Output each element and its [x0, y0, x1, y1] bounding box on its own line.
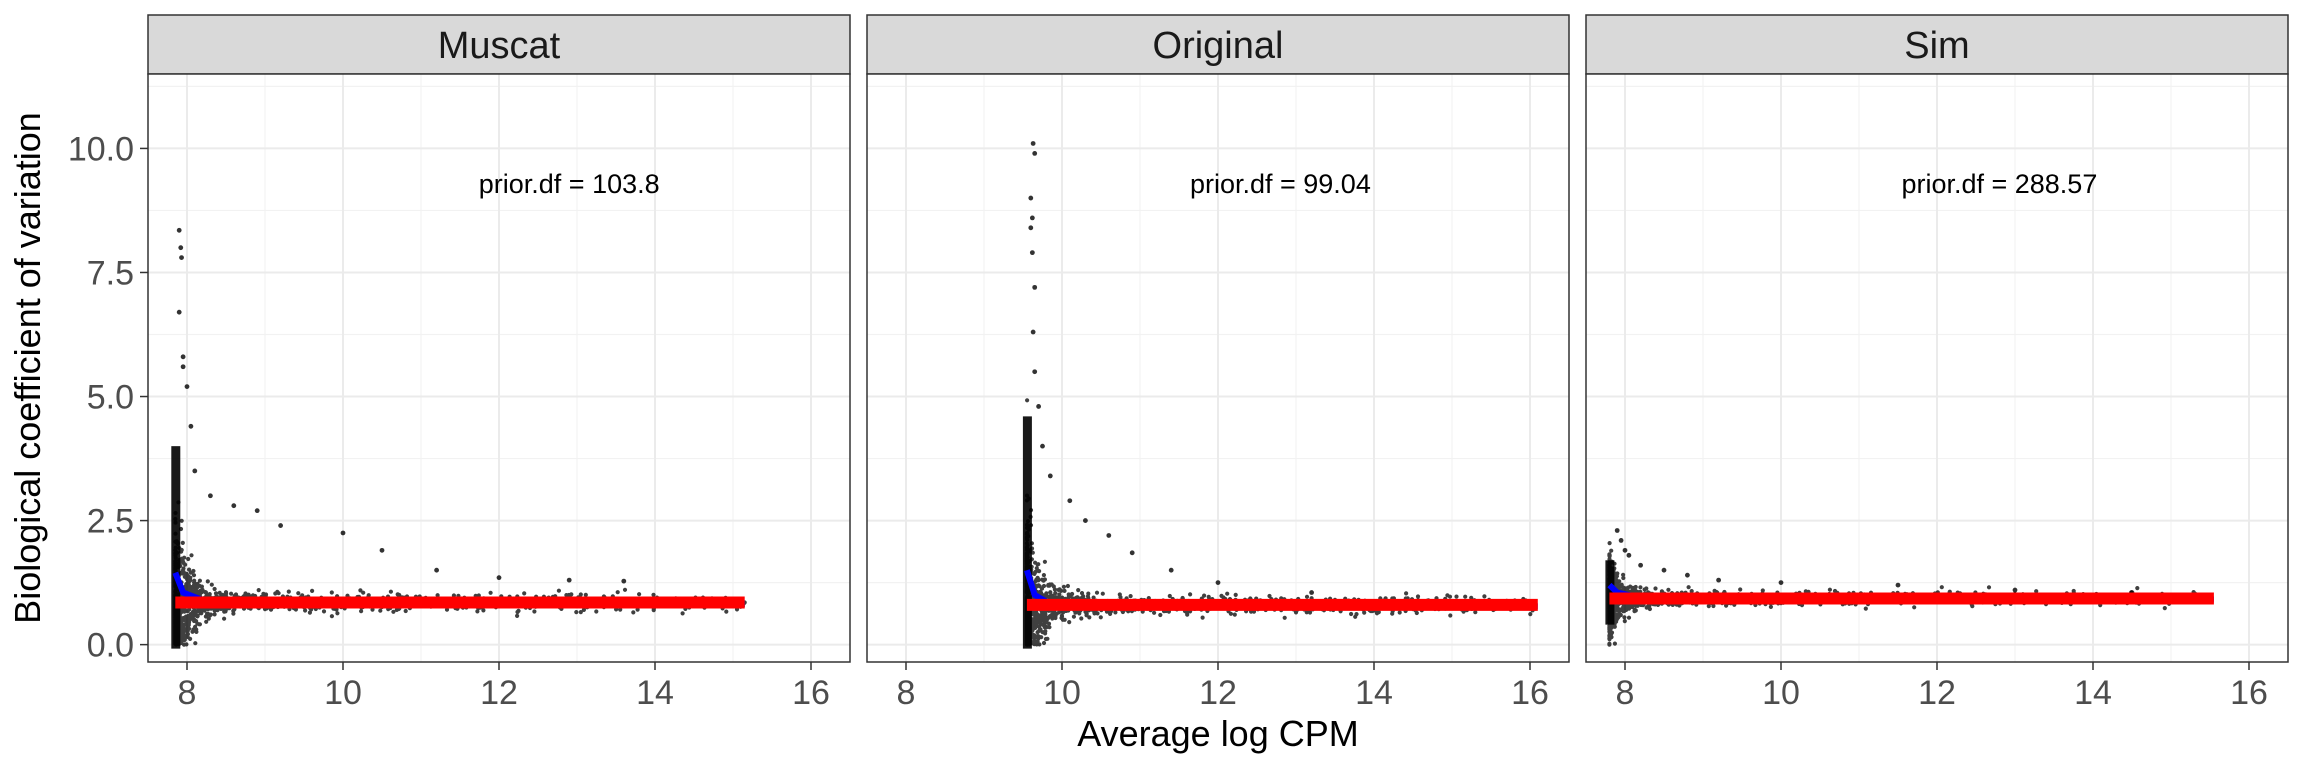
outlier-point: [1028, 225, 1034, 231]
outlier-point: [621, 578, 627, 584]
outlier-point: [1030, 141, 1036, 146]
panel-sim: Sim prior.df = 288.57 8 10 12 14 16: [1585, 14, 2289, 712]
panel-original: Original prior.df = 99.04 8 10 12 14 16: [866, 14, 1570, 712]
outlier-point: [1626, 552, 1632, 558]
outlier-point: [340, 530, 346, 536]
outlier-point: [180, 364, 186, 370]
outlier-point: [1716, 577, 1721, 583]
x-tick-label: 16: [2230, 674, 2268, 712]
prior-df-annotation: prior.df = 288.57: [1901, 169, 2097, 199]
outlier-point: [176, 309, 182, 315]
x-tick-label: 12: [1199, 674, 1237, 712]
outlier-point: [1030, 329, 1036, 335]
x-tick-label: 8: [1616, 674, 1635, 712]
x-tick-label: 16: [792, 674, 830, 712]
outlier-point: [2012, 587, 2018, 593]
y-axis-title: Biological coefficient of variation: [7, 112, 48, 624]
x-tick-label: 12: [1918, 674, 1956, 712]
outlier-point: [188, 423, 194, 429]
facet-strip-label: Sim: [1904, 25, 1969, 67]
y-tick-label: 0.0: [87, 627, 134, 665]
outlier-point: [176, 227, 182, 233]
outlier-point: [1029, 250, 1035, 256]
outlier-point: [278, 523, 283, 528]
outlier-point: [1215, 580, 1221, 586]
facet-panels: Muscat prior.df = 103.8 8 10 12 14 16 0.0 2.5 5.0…: [68, 14, 2289, 712]
outlier-point: [1032, 369, 1038, 375]
x-axis-title: Average log CPM: [1077, 713, 1358, 754]
outlier-point: [1029, 215, 1035, 221]
x-tick-label: 12: [480, 674, 518, 712]
outlier-point: [1618, 538, 1624, 543]
outlier-point: [1622, 547, 1628, 553]
y-tick-label: 2.5: [87, 503, 134, 541]
outlier-point: [1028, 195, 1034, 201]
y-tick-label: 5.0: [87, 379, 134, 417]
x-tick-label: 10: [1762, 674, 1800, 712]
facet-strip: [1585, 14, 2289, 75]
outlier-point: [1778, 580, 1784, 586]
x-tick-label: 14: [636, 674, 674, 712]
outlier-point: [192, 468, 198, 474]
facet-strip: [147, 14, 851, 75]
x-tick-label: 14: [2074, 674, 2112, 712]
outlier-point: [1129, 550, 1135, 556]
dense-point-column: [171, 446, 181, 649]
y-tick-label: 10.0: [68, 130, 134, 168]
outlier-point: [1309, 590, 1314, 595]
outlier-point: [1168, 567, 1174, 573]
x-tick-label: 10: [1043, 674, 1081, 712]
outlier-point: [254, 508, 260, 514]
dense-point-column: [1605, 560, 1615, 625]
outlier-point: [566, 577, 572, 583]
outlier-point: [1685, 572, 1690, 578]
outlier-point: [1106, 533, 1112, 538]
x-tick-label: 14: [1355, 674, 1393, 712]
outlier-point: [179, 255, 184, 260]
x-tick-label: 8: [897, 674, 916, 712]
dense-point-column: [1022, 416, 1032, 649]
panel-muscat: Muscat prior.df = 103.8 8 10 12 14 16 0.0 2.5 5.0…: [68, 14, 851, 712]
outlier-point: [1032, 284, 1038, 290]
outlier-point: [1638, 562, 1643, 568]
outlier-point: [231, 503, 237, 509]
outlier-point: [180, 354, 186, 360]
prior-df-annotation: prior.df = 103.8: [479, 169, 660, 199]
prior-df-annotation: prior.df = 99.04: [1190, 169, 1371, 199]
outlier-point: [1614, 528, 1620, 533]
outlier-point: [1047, 473, 1053, 479]
outlier-point: [379, 547, 385, 553]
facet-strip-label: Original: [1153, 25, 1284, 67]
x-tick-label: 8: [178, 674, 197, 712]
y-tick-label: 7.5: [87, 254, 134, 292]
outlier-point: [1036, 404, 1041, 409]
outlier-point: [1067, 498, 1073, 504]
outlier-point: [1661, 567, 1667, 573]
outlier-point: [1032, 150, 1038, 156]
outlier-point: [184, 384, 190, 390]
x-tick-label: 10: [324, 674, 362, 712]
outlier-point: [1083, 518, 1088, 523]
outlier-point: [1895, 582, 1901, 588]
outlier-point: [208, 493, 213, 499]
outlier-point: [178, 245, 184, 251]
facet-strip-label: Muscat: [438, 25, 561, 67]
x-tick-label: 16: [1511, 674, 1549, 712]
outlier-point: [496, 575, 502, 581]
outlier-point: [434, 567, 439, 573]
outlier-point: [1040, 443, 1045, 449]
